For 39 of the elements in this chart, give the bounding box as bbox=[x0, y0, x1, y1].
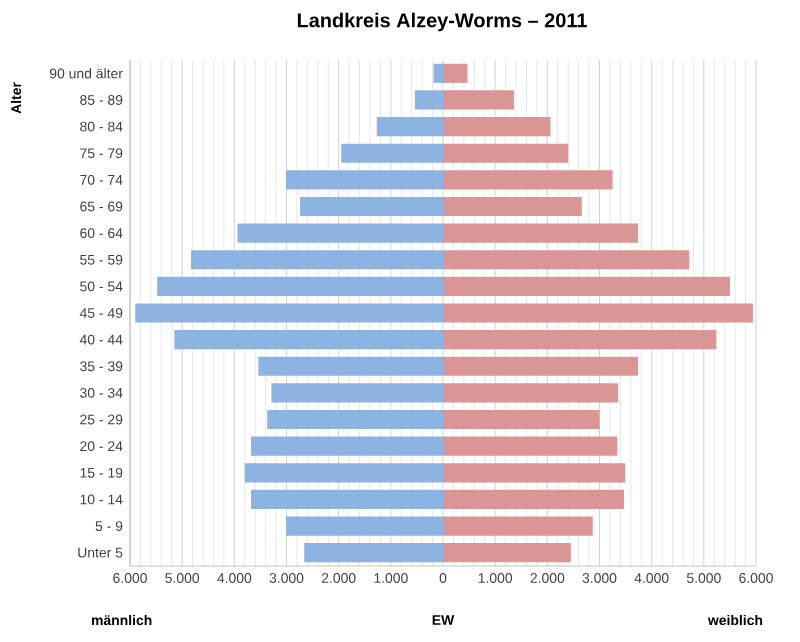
bar bbox=[443, 463, 626, 483]
bar bbox=[443, 90, 514, 110]
bar bbox=[443, 250, 690, 270]
bar bbox=[443, 143, 569, 163]
bar bbox=[285, 170, 443, 190]
bar bbox=[443, 543, 571, 563]
bar bbox=[414, 90, 443, 110]
bar bbox=[443, 409, 600, 430]
bar bbox=[135, 303, 443, 323]
bar bbox=[237, 223, 443, 243]
bar bbox=[443, 276, 730, 296]
bar bbox=[443, 436, 618, 456]
bar bbox=[300, 196, 443, 217]
bar bbox=[304, 543, 443, 563]
bar bbox=[174, 330, 443, 350]
bar bbox=[244, 463, 443, 483]
bar bbox=[443, 196, 582, 217]
bar bbox=[191, 250, 443, 270]
bar bbox=[443, 516, 593, 536]
bar bbox=[376, 116, 443, 137]
bar bbox=[443, 170, 613, 190]
chart-title: Landkreis Alzey-Worms – 2011 bbox=[297, 12, 587, 32]
bar bbox=[251, 489, 443, 510]
bar bbox=[433, 63, 443, 83]
bar bbox=[443, 330, 717, 350]
bar bbox=[157, 276, 443, 296]
bar bbox=[443, 356, 639, 376]
bar bbox=[285, 516, 443, 536]
bar bbox=[443, 63, 468, 83]
bar bbox=[443, 383, 619, 403]
bar bbox=[271, 383, 443, 403]
bar bbox=[258, 356, 443, 376]
bar bbox=[443, 303, 753, 323]
bar bbox=[443, 223, 639, 243]
bar bbox=[341, 143, 443, 163]
bar bbox=[443, 489, 625, 510]
bar bbox=[267, 409, 443, 430]
bar bbox=[251, 436, 443, 456]
bar bbox=[443, 116, 551, 137]
